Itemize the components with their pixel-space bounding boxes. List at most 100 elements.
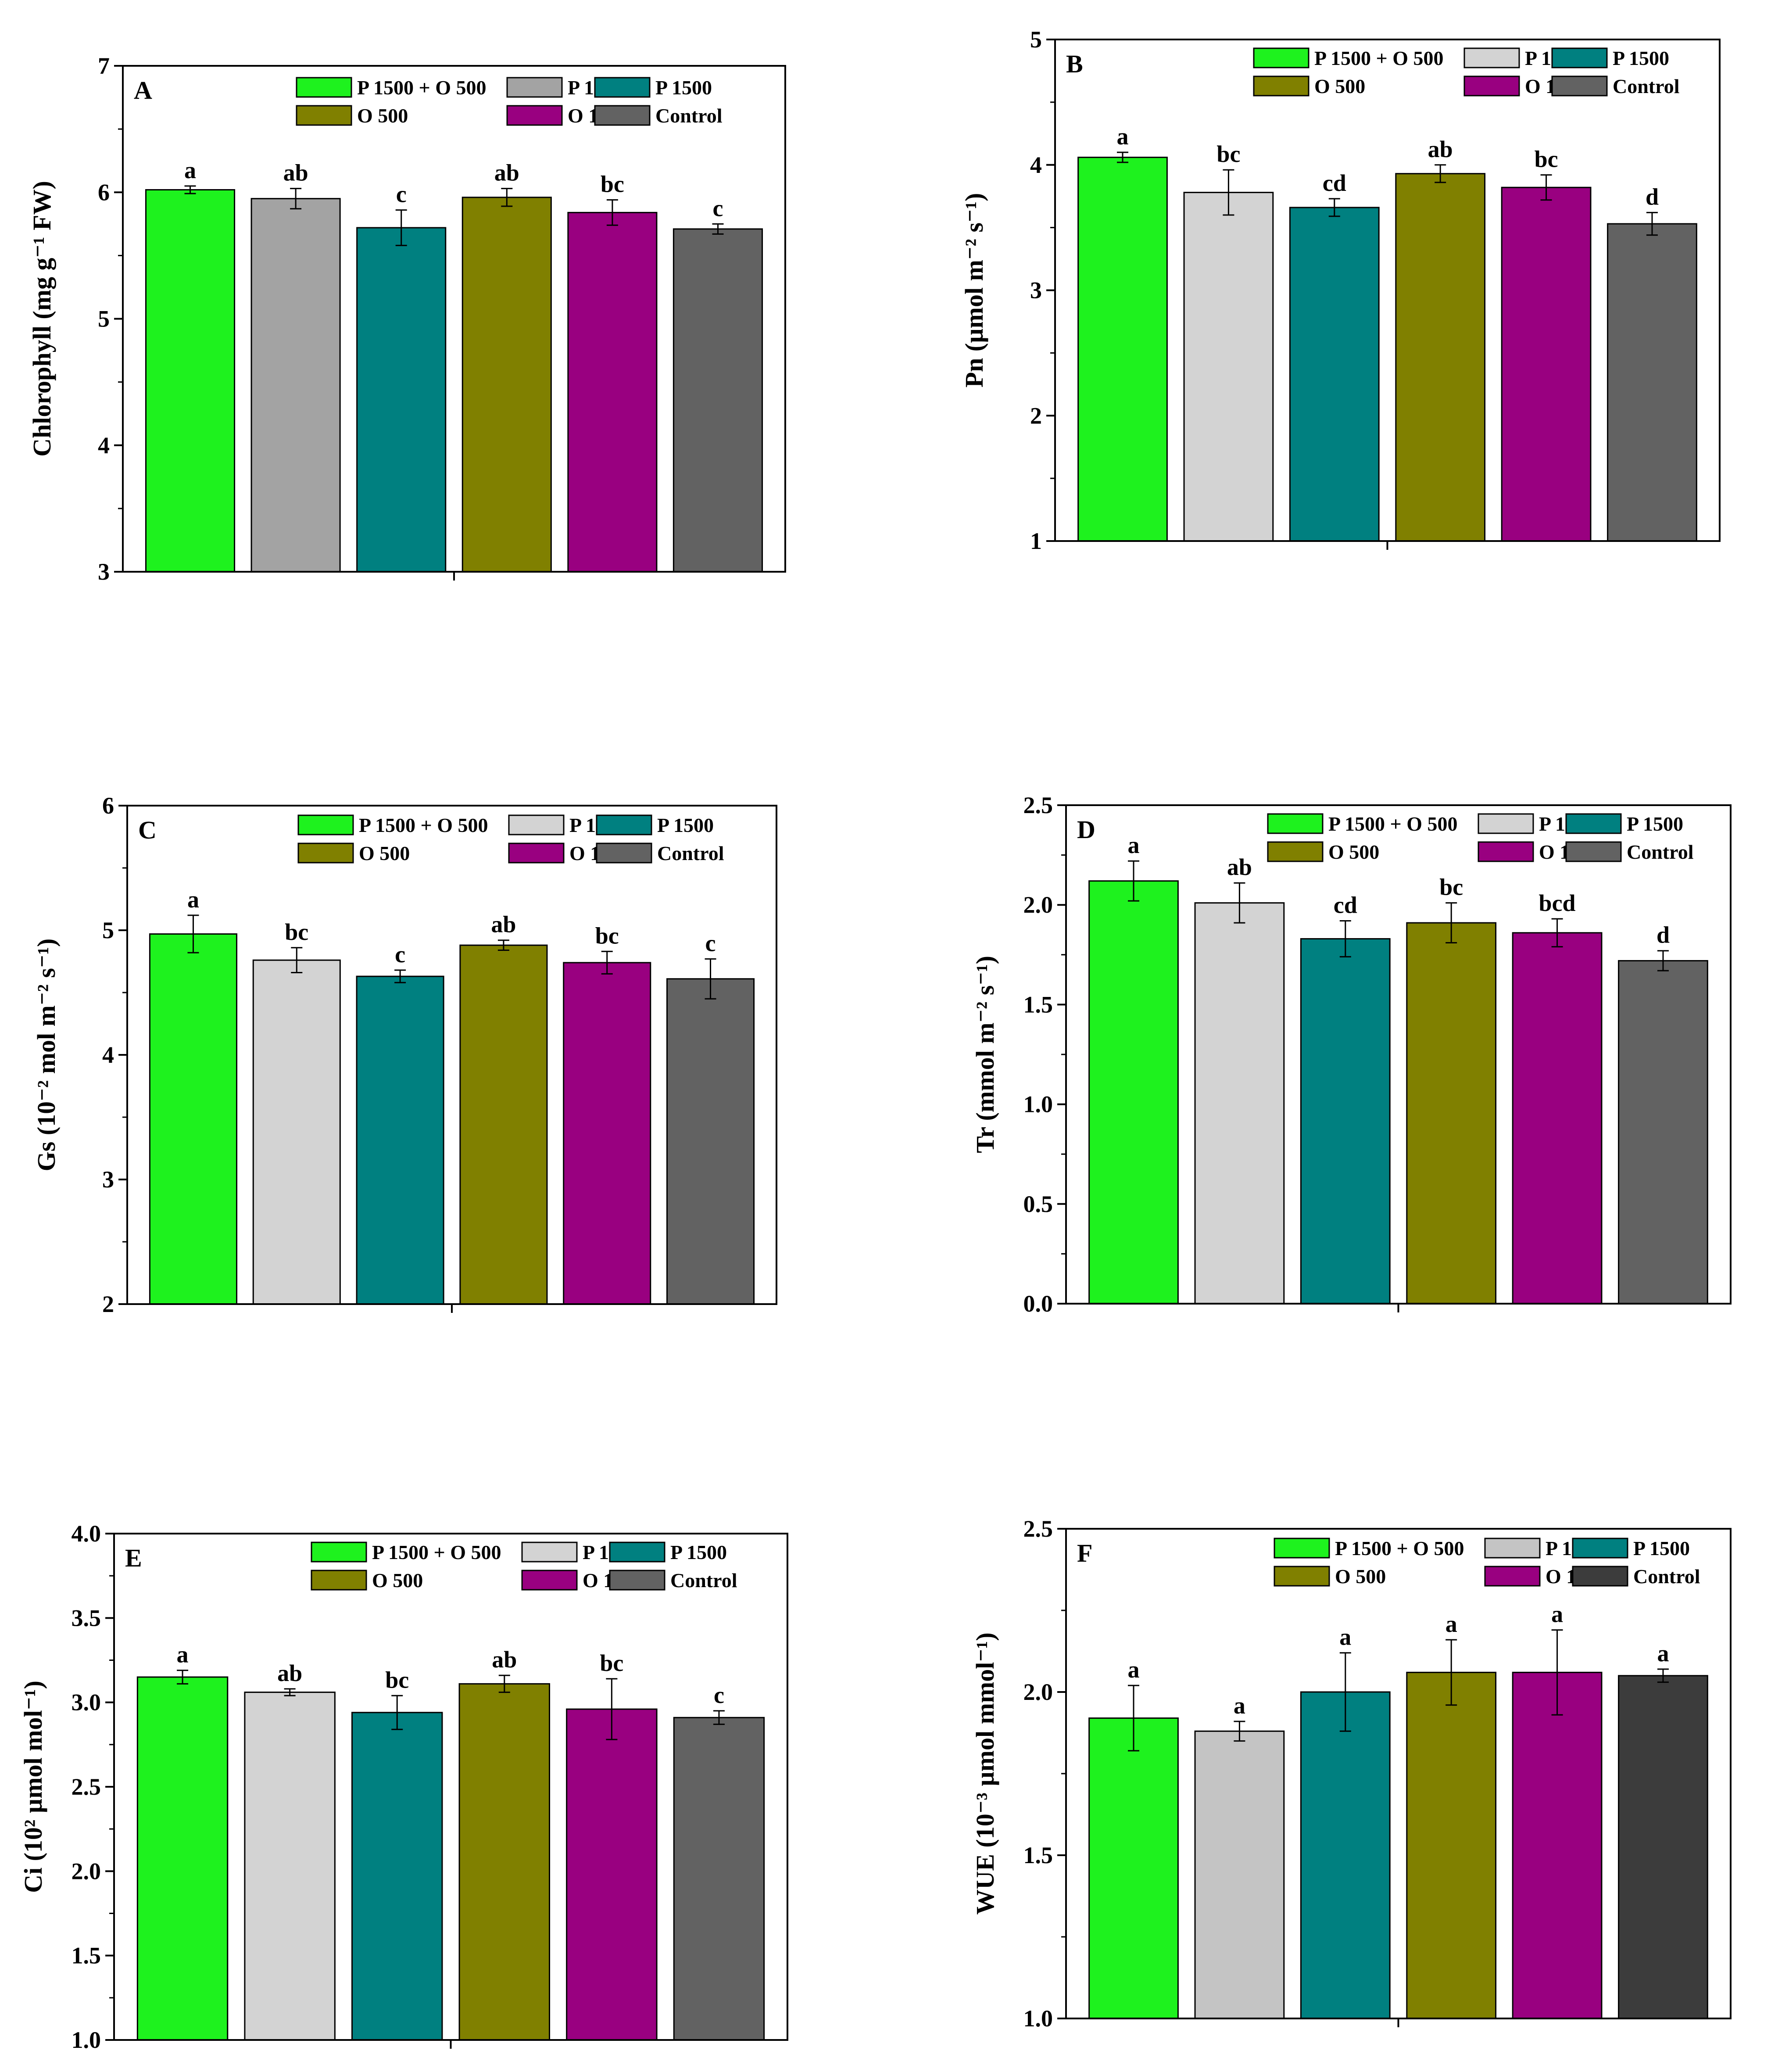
y-tick-label: 1.5: [1023, 991, 1053, 1018]
legend-swatch: [1463, 75, 1520, 97]
significance-letter: a: [1234, 1692, 1245, 1719]
bar-e-4: [458, 1683, 551, 2041]
bar-c-2: [252, 959, 341, 1305]
legend-entry: P 1500 + O 500: [1335, 1537, 1464, 1559]
y-tick-label: 2.5: [72, 1774, 101, 1800]
legend-entry: P 1500: [670, 1541, 727, 1563]
bar-c-1: [149, 933, 238, 1305]
bar-c-6: [666, 978, 755, 1305]
bar-c-3: [356, 975, 444, 1305]
bar-d-5: [1512, 932, 1603, 1305]
legend-entry: P 1500: [1627, 813, 1683, 835]
legend-swatch: [296, 77, 352, 98]
chart-panel-c: a bc c ab bc c 2 3 4 5 6C Gs (10⁻² mol m⁻² s⁻¹) P 15…: [32, 792, 777, 1317]
bar-c-5: [563, 962, 651, 1305]
y-tick-label: 3: [102, 1166, 114, 1193]
legend-swatch: [594, 105, 651, 126]
y-axis-label: WUE (10⁻³ µmol mmol⁻¹): [971, 1632, 999, 1914]
chart-panel-a: a ab c ab bc c 3 4 5 6 7A Chlorophyll (mg g⁻¹ FW) P …: [28, 53, 786, 585]
legend-swatch: [1274, 1566, 1330, 1587]
bar-f-1: [1088, 1717, 1179, 2019]
significance-letter: d: [1657, 922, 1670, 948]
legend-swatch: [1572, 1566, 1628, 1587]
legend-entry: Control: [1627, 841, 1694, 863]
significance-letter: cd: [1334, 892, 1357, 918]
bar-f-3: [1300, 1691, 1391, 2019]
y-tick-label: 4: [98, 432, 110, 459]
legend-swatch: [609, 1541, 665, 1563]
y-tick-label: 0.5: [1023, 1191, 1053, 1217]
bar-b-3: [1289, 207, 1380, 542]
legend-entry: O 500: [1328, 841, 1379, 863]
y-tick-label: 1: [1030, 528, 1042, 554]
significance-letter: a: [1339, 1624, 1351, 1650]
bar-e-5: [566, 1708, 658, 2041]
y-tick-label: 7: [98, 53, 110, 79]
significance-letter: ab: [491, 911, 516, 938]
legend-swatch: [1551, 75, 1608, 97]
significance-letter: ab: [277, 1660, 302, 1686]
bar-d-4: [1406, 922, 1497, 1305]
legend-swatch: [311, 1541, 367, 1563]
y-tick-label: 3: [1030, 277, 1042, 304]
chart-panel-f: a a a a a a 1.0 1.5 2.0 2.5 F WUE (10⁻³ µmol mmol⁻¹…: [971, 1516, 1732, 2032]
legend-swatch: [1267, 813, 1324, 834]
legend-entry: O 500: [1314, 75, 1365, 97]
bar-a-4: [462, 197, 552, 573]
legend-swatch: [609, 1570, 665, 1591]
y-tick-label: 0.0: [1023, 1291, 1053, 1317]
legend-swatch: [1551, 47, 1608, 68]
y-axis-label: Pn (µmol m⁻² s⁻¹): [960, 193, 988, 388]
y-tick-label: 5: [102, 917, 114, 943]
significance-letter: bc: [1439, 874, 1463, 900]
significance-letter: ab: [494, 160, 519, 186]
legend-swatch: [1253, 47, 1309, 68]
legend-swatch: [1565, 841, 1622, 862]
y-tick-label: 1.5: [72, 1943, 101, 1969]
y-axis-label: Tr (mmol m⁻² s⁻¹): [971, 956, 999, 1153]
significance-letter: bc: [385, 1667, 409, 1693]
significance-letter: a: [1128, 832, 1140, 858]
bar-e-1: [136, 1676, 229, 2041]
significance-letter: c: [714, 1682, 724, 1708]
legend-swatch: [1572, 1538, 1628, 1559]
y-tick-label: 1.0: [72, 2027, 101, 2053]
significance-letter: a: [1128, 1656, 1140, 1683]
significance-letter: ab: [283, 160, 308, 186]
significance-letter: d: [1646, 183, 1659, 210]
bar-a-5: [567, 212, 658, 573]
panel-label: B: [1066, 50, 1083, 78]
significance-letter: a: [1657, 1640, 1669, 1667]
legend-swatch: [1484, 1566, 1541, 1587]
legend-swatch: [1478, 813, 1534, 834]
legend-swatch: [311, 1570, 367, 1591]
bar-d-1: [1088, 880, 1179, 1305]
bar-a-1: [145, 189, 236, 573]
y-tick-label: 3: [98, 559, 110, 585]
y-axis-label: Gs (10⁻² mol m⁻² s⁻¹): [32, 939, 61, 1172]
legend-swatch: [1565, 813, 1622, 834]
significance-letter: ab: [1428, 136, 1453, 162]
significance-letter: a: [1445, 1611, 1457, 1637]
y-tick-label: 5: [98, 306, 110, 332]
significance-letter: a: [187, 886, 199, 913]
y-tick-label: 3.0: [72, 1689, 101, 1716]
y-tick-label: 2.0: [1023, 1679, 1053, 1705]
legend-swatch: [596, 842, 652, 864]
legend-entry: O 500: [359, 842, 410, 864]
chart-panel-e: a ab bc ab bc c 1.0 1.5 2.0 2.5 3.0 3.5 4.0 E Ci (10² …: [19, 1520, 788, 2053]
significance-letter: bc: [1535, 146, 1558, 172]
significance-letter: c: [396, 181, 407, 208]
bar-d-2: [1194, 902, 1285, 1305]
chart-panel-d: a ab cd bc bcd d 0.0 0.5 1.0 1.5 2.0 2.5 D Tr (mmol m…: [971, 792, 1732, 1317]
legend-swatch: [1253, 75, 1309, 97]
significance-letter: cd: [1323, 170, 1346, 196]
y-tick-label: 2.0: [1023, 892, 1053, 918]
bar-b-2: [1183, 192, 1274, 542]
bar-a-6: [673, 228, 763, 573]
panel-label: E: [125, 1544, 142, 1572]
legend-entry: P 1500 + O 500: [357, 76, 487, 99]
legend-swatch: [506, 77, 563, 98]
legend-entry: P 1500 + O 500: [1314, 47, 1444, 69]
